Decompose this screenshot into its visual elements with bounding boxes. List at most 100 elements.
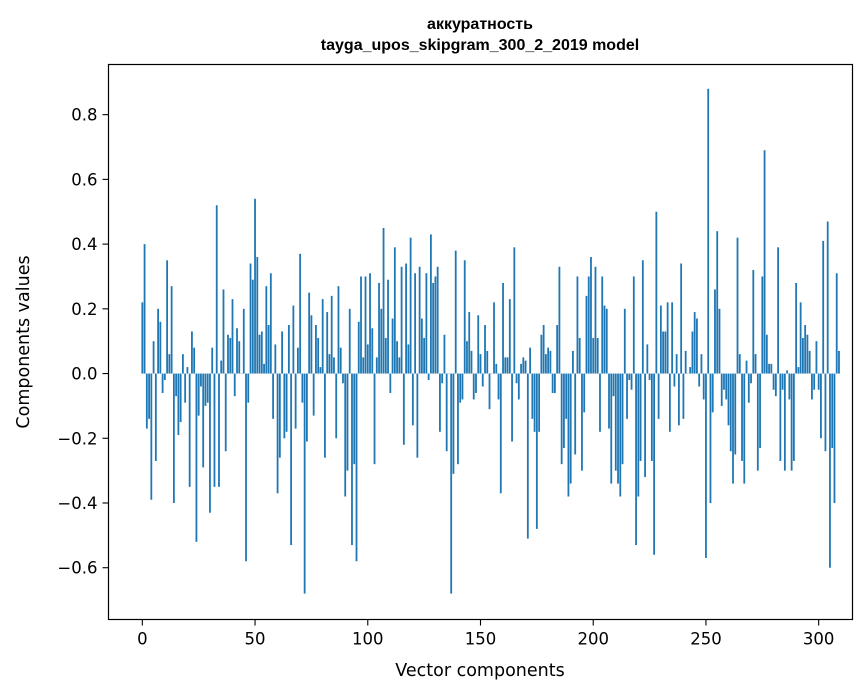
bar-component-23 [193, 347, 196, 374]
bar-component-95 [355, 373, 358, 562]
bar-component-76 [312, 373, 315, 416]
bar-component-197 [585, 295, 588, 374]
x-tick-label-50: 50 [245, 630, 266, 649]
bar-component-163 [508, 299, 511, 374]
bar-component-112 [393, 247, 396, 374]
bar-component-12 [168, 354, 171, 374]
bar-component-200 [592, 337, 595, 374]
bar-component-205 [603, 305, 606, 374]
y-tick-label-6: 0.6 [71, 170, 97, 189]
bar-component-61 [278, 373, 281, 458]
bar-component-241 [684, 350, 687, 374]
bar-component-68 [294, 373, 297, 429]
bar-component-97 [360, 276, 362, 374]
bar-component-260 [727, 373, 730, 426]
bar-component-19 [184, 373, 187, 403]
bar-component-53 [260, 331, 263, 374]
x-tick-label-0: 0 [137, 630, 148, 649]
bar-component-74 [308, 292, 311, 374]
bar-component-43 [238, 341, 241, 374]
bar-component-146 [470, 350, 473, 374]
bar-component-2 [145, 373, 148, 429]
bar-component-135 [445, 373, 448, 452]
y-tick-label-0: −0.6 [57, 559, 97, 578]
bar-component-10 [163, 373, 166, 381]
bar-component-158 [497, 373, 500, 400]
bar-component-293 [802, 337, 804, 374]
bar-component-198 [587, 276, 590, 374]
bar-component-55 [265, 286, 268, 374]
bar-component-58 [272, 373, 274, 419]
bar-component-32 [213, 373, 216, 487]
bar-component-131 [436, 266, 439, 374]
bar-component-177 [540, 334, 543, 374]
bar-component-297 [811, 373, 813, 400]
bar-component-25 [197, 373, 200, 416]
bar-component-208 [610, 373, 613, 484]
bar-component-179 [544, 354, 547, 374]
bar-component-309 [838, 350, 840, 374]
bar-component-159 [499, 373, 502, 494]
bar-component-206 [605, 308, 608, 374]
bar-component-160 [502, 282, 504, 374]
bar-component-190 [569, 373, 572, 484]
bar-component-191 [572, 350, 574, 374]
bar-component-54 [263, 363, 265, 374]
bar-component-282 [777, 247, 779, 374]
bar-component-199 [590, 257, 592, 374]
bar-component-215 [626, 373, 628, 419]
bar-component-144 [466, 341, 468, 374]
y-axis-ticks: −0.6 −0.4 −0.2 0.0 0.2 0.4 0.6 0.8 [57, 106, 109, 578]
bar-component-254 [714, 289, 716, 374]
bar-component-201 [594, 266, 597, 374]
bar-component-239 [680, 263, 683, 374]
bar-component-187 [563, 373, 565, 448]
bar-component-245 [693, 312, 696, 374]
x-tick-label-100: 100 [352, 630, 384, 649]
bar-component-120 [411, 373, 414, 426]
bar-component-209 [612, 373, 615, 397]
bar-component-188 [565, 373, 568, 419]
bar-component-170 [524, 360, 527, 374]
bar-component-1 [143, 244, 146, 374]
bar-component-240 [682, 373, 685, 419]
bar-component-52 [258, 334, 261, 374]
bar-component-139 [454, 250, 457, 374]
bar-component-51 [256, 257, 259, 374]
bar-component-86 [335, 373, 338, 439]
bar-component-202 [596, 337, 599, 374]
bar-component-104 [375, 357, 378, 374]
bar-component-166 [515, 373, 518, 384]
bar-component-236 [673, 373, 676, 387]
bar-component-246 [696, 318, 698, 374]
x-tick-label-250: 250 [690, 630, 722, 649]
x-tick-label-200: 200 [577, 630, 609, 649]
bar-component-304 [826, 221, 829, 374]
bar-component-220 [637, 373, 640, 497]
bar-component-9 [161, 373, 164, 393]
bar-component-174 [533, 373, 536, 432]
bar-component-259 [725, 373, 728, 400]
bar-component-48 [249, 263, 252, 374]
bar-component-11 [166, 260, 169, 374]
bar-component-132 [439, 373, 441, 432]
bar-series [141, 88, 840, 594]
bar-component-266 [741, 373, 743, 461]
bar-component-117 [405, 263, 407, 374]
bar-component-129 [432, 282, 435, 374]
chart-title: аккуратность [427, 16, 533, 33]
bar-component-181 [549, 350, 552, 374]
bar-component-302 [822, 240, 825, 374]
bar-component-219 [635, 373, 637, 546]
bar-component-16 [177, 373, 180, 436]
bar-component-122 [416, 373, 419, 458]
bar-component-172 [529, 347, 531, 374]
bar-component-273 [756, 373, 759, 471]
bar-component-218 [632, 276, 635, 374]
bar-component-171 [526, 373, 529, 539]
bar-component-256 [718, 308, 721, 374]
bar-component-262 [732, 373, 734, 484]
bar-component-214 [623, 308, 626, 374]
bar-component-13 [170, 286, 173, 374]
bar-component-60 [276, 373, 279, 494]
